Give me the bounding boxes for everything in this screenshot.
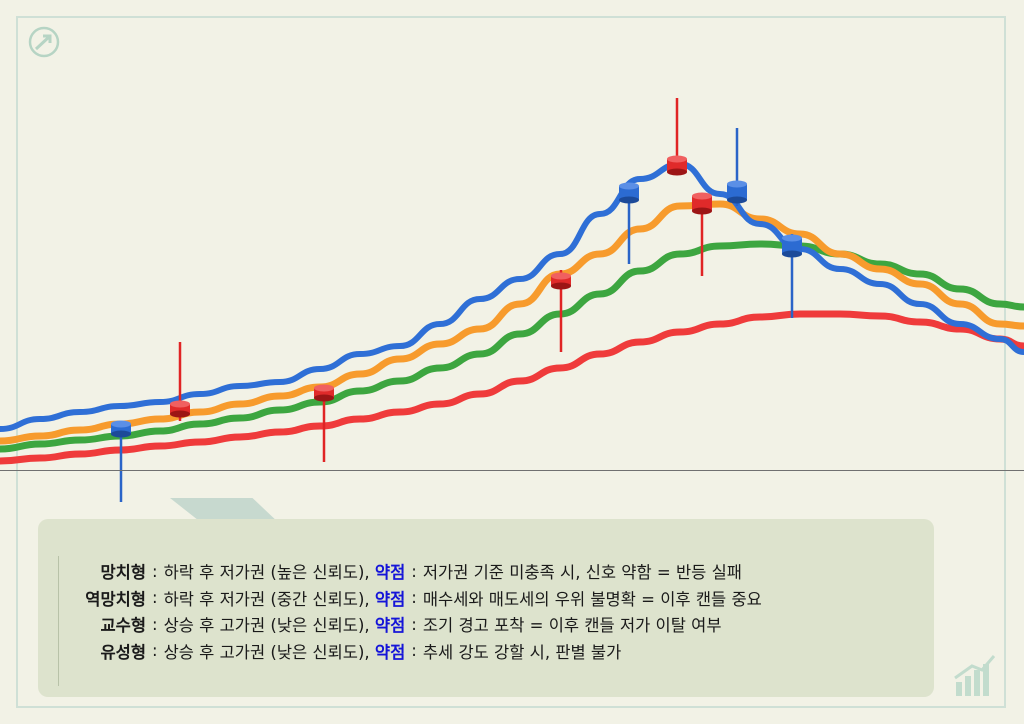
weakness-label: 약점 <box>374 616 406 636</box>
weakness-desc: 매수세와 매도세의 우위 불명확 = 이후 캔들 중요 <box>422 589 762 609</box>
pattern-desc: 하락 후 저가권 (높은 신뢰도), <box>163 563 370 583</box>
candle-9 <box>782 234 802 318</box>
candle-bottom-cap <box>619 196 639 204</box>
bar-chart-icon <box>954 655 996 696</box>
price-line <box>0 161 1024 432</box>
weakness-desc: 저가권 기준 미충족 시, 신호 약함 = 반등 실패 <box>422 563 742 583</box>
candle-6 <box>667 98 687 176</box>
candle-body <box>551 276 571 286</box>
candle-7 <box>692 192 712 276</box>
candle-body <box>692 196 712 211</box>
candle-body <box>170 404 190 414</box>
legend-panel <box>38 519 934 697</box>
legend-row-hammer: 망치형: 하락 후 저가권 (높은 신뢰도), 약점: 저가권 기준 미충족 시… <box>64 558 762 585</box>
candle-top-cap <box>314 384 334 392</box>
pattern-name: 교수형 <box>100 616 146 636</box>
candle-1 <box>111 420 131 502</box>
chart-baseline <box>0 470 1024 471</box>
candle-2 <box>170 342 190 421</box>
candle-bottom-cap <box>667 168 687 176</box>
pattern-name: 망치형 <box>100 563 146 583</box>
ma-red-line <box>0 310 1024 465</box>
weakness-desc: 추세 강도 강할 시, 판별 불가 <box>422 642 622 662</box>
weakness-label: 약점 <box>374 642 406 662</box>
candle-body <box>111 424 131 434</box>
pattern-desc: 상승 후 고가권 (낮은 신뢰도), <box>163 616 370 636</box>
candle-4 <box>551 270 571 352</box>
candle-body <box>782 238 802 254</box>
candle-body <box>727 184 747 200</box>
candle-5 <box>619 182 639 264</box>
weakness-label: 약점 <box>374 563 406 583</box>
candle-top-cap <box>170 400 190 408</box>
candle-top-cap <box>667 155 687 163</box>
weakness-label: 약점 <box>374 589 406 609</box>
candle-top-cap <box>782 234 802 242</box>
candle-bottom-cap <box>782 250 802 258</box>
candle-bottom-cap <box>727 196 747 204</box>
candle-body <box>667 159 687 172</box>
weakness-desc: 조기 경고 포착 = 이후 캔들 저가 이탈 여부 <box>422 616 722 636</box>
candle-3 <box>314 384 334 462</box>
pattern-name: 유성형 <box>100 642 146 662</box>
candle-top-cap <box>551 272 571 280</box>
page-frame <box>16 16 1006 708</box>
pattern-desc: 상승 후 고가권 (낮은 신뢰도), <box>163 642 370 662</box>
candle-bottom-cap <box>170 410 190 418</box>
candle-8 <box>727 128 747 206</box>
candle-top-cap <box>111 420 131 428</box>
legend-divider <box>58 556 59 686</box>
candle-top-cap <box>727 180 747 188</box>
candle-bottom-cap <box>314 394 334 402</box>
pattern-legend: 망치형: 하락 후 저가권 (높은 신뢰도), 약점: 저가권 기준 미충족 시… <box>64 558 762 664</box>
candle-bottom-cap <box>551 282 571 290</box>
pattern-name: 역망치형 <box>85 589 146 609</box>
legend-row-inverted-hammer: 역망치형: 하락 후 저가권 (중간 신뢰도), 약점: 매수세와 매도세의 우… <box>64 585 762 612</box>
legend-row-shooting-star: 유성형: 상승 후 고가권 (낮은 신뢰도), 약점: 추세 강도 강할 시, … <box>64 638 762 665</box>
trend-arrow-icon <box>28 26 60 58</box>
candle-bottom-cap <box>692 207 712 215</box>
ma-orange-line <box>0 200 1024 445</box>
legend-row-hanging-man: 교수형: 상승 후 고가권 (낮은 신뢰도), 약점: 조기 경고 포착 = 이… <box>64 611 762 638</box>
candle-bottom-cap <box>111 430 131 438</box>
candle-top-cap <box>692 192 712 200</box>
candle-top-cap <box>619 182 639 190</box>
candle-body <box>314 388 334 398</box>
pattern-desc: 하락 후 저가권 (중간 신뢰도), <box>163 589 370 609</box>
candle-body <box>619 186 639 200</box>
